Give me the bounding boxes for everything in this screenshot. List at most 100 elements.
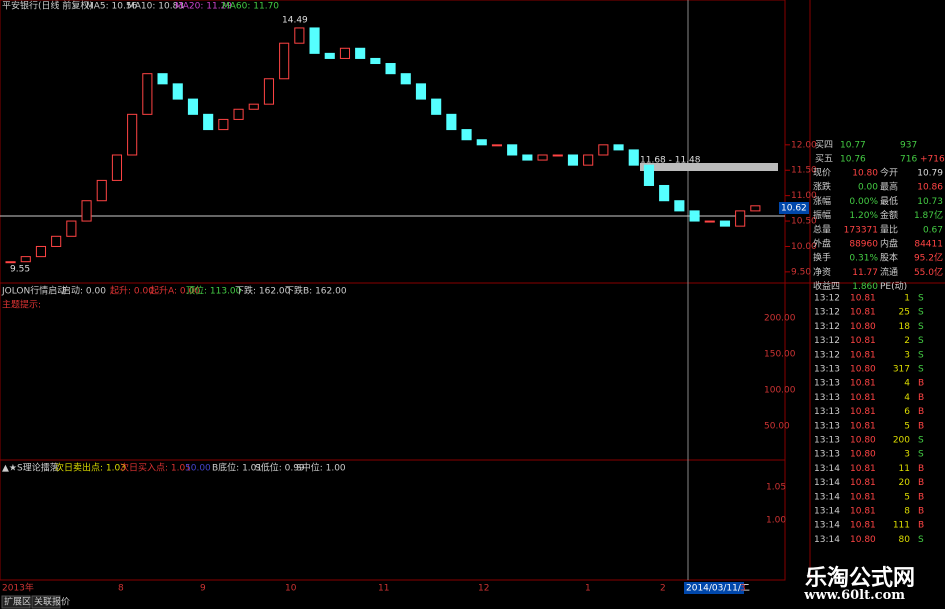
trade-price: 10.80: [850, 322, 876, 332]
annotation: 9.55: [10, 265, 30, 275]
candle: [279, 42, 290, 80]
y-tick-label: 10.50: [791, 217, 817, 227]
trade-price: 10.81: [850, 393, 876, 403]
trade-time: 13:14: [814, 507, 840, 517]
candle: [248, 103, 259, 110]
trade-volume: 317: [893, 365, 910, 375]
y-tick-label: 9.50: [791, 267, 811, 277]
trade-price: 10.81: [850, 464, 876, 474]
trade-side: S: [918, 322, 924, 332]
candle: [583, 154, 594, 166]
trade-side: S: [918, 308, 924, 318]
price-box-label: 10.62: [781, 204, 807, 214]
candle: [370, 57, 381, 65]
candle: [400, 73, 411, 85]
y-tick-label: 100.00: [764, 386, 796, 396]
watermark: 乐淘公式网: [804, 565, 915, 591]
trade-time: 13:12: [814, 308, 840, 318]
candle: [157, 73, 168, 85]
candle: [674, 200, 685, 212]
trade-price: 10.81: [850, 507, 876, 517]
indicator-value: 启动: 0.00: [62, 285, 106, 297]
x-tick-label: 3: [740, 584, 746, 594]
trade-side: S: [918, 436, 924, 446]
quote-cell: 10.79: [917, 169, 943, 179]
candle: [689, 210, 700, 222]
range-bar: [640, 163, 778, 171]
stock-title: 平安银行(日线 前复权): [2, 0, 93, 12]
candle: [5, 261, 16, 264]
candle: [309, 27, 320, 54]
trade-price: 10.81: [850, 379, 876, 389]
trade-time: 13:14: [814, 492, 840, 502]
trade-price: 10.81: [850, 308, 876, 318]
indicator-title: JOLON行情启动: [1, 285, 66, 297]
x-tick-label: 1: [585, 584, 591, 594]
indicator-hint: 主题提示:: [2, 299, 41, 311]
trade-price: 10.80: [850, 450, 876, 460]
trade-time: 13:13: [814, 379, 840, 389]
quote-cell: 收益四: [813, 280, 840, 292]
trade-time: 13:13: [814, 393, 840, 403]
x-tick-label: 8: [118, 584, 124, 594]
candle: [567, 154, 579, 166]
candle: [476, 139, 487, 146]
trade-price: 10.81: [850, 421, 876, 431]
quote-cell: 1.20%: [849, 211, 878, 221]
ma-label: MA20: 11.29: [175, 2, 232, 12]
candle: [507, 144, 518, 156]
trade-side: B: [918, 379, 924, 389]
quote-cell: 1.860: [852, 282, 878, 292]
candle: [81, 200, 92, 222]
quote-cell: 84411: [914, 240, 943, 250]
candle: [704, 220, 715, 223]
quote-cell: 10.76: [840, 155, 866, 165]
trade-side: S: [918, 365, 924, 375]
trade-price: 10.80: [850, 436, 876, 446]
tab-label[interactable]: 关联报价: [34, 596, 70, 608]
indicator-value: 下跌: 162.00: [235, 286, 291, 297]
indicator-value: 起升: 0.00: [110, 286, 154, 297]
frame: [0, 0, 786, 581]
quote-cell: 涨跌: [813, 182, 831, 193]
quote-cell: 88960: [849, 240, 878, 250]
trade-side: B: [918, 492, 924, 502]
trade-volume: 80: [899, 535, 911, 545]
trade-side: S: [918, 535, 924, 545]
candle: [263, 78, 275, 105]
x-tick-label: 2: [660, 584, 666, 594]
candle: [142, 73, 153, 115]
quote-cell: 10.73: [917, 197, 943, 207]
quote-cell: 55.0亿: [914, 266, 943, 278]
indicator-value: 起升A: 0.00: [150, 286, 200, 297]
watermark-url: www.60lt.com: [804, 588, 905, 603]
tab-label[interactable]: 扩展区: [4, 596, 31, 608]
ma-label: MA10: 10.83: [127, 2, 184, 12]
candle: [552, 154, 563, 157]
quote-cell: 量比: [880, 223, 898, 235]
quote-cell: 173371: [844, 225, 878, 235]
quote-cell: 最高: [880, 181, 898, 193]
candle: [339, 47, 351, 59]
indicator-value: B底位: 1.01: [212, 462, 262, 474]
y-tick-label: 11.50: [791, 166, 817, 176]
trade-volume: 18: [899, 322, 911, 332]
trade-side: B: [918, 521, 924, 531]
indicator-value: 次日买入点: 1.01: [120, 462, 191, 474]
trade-time: 13:12: [814, 336, 840, 346]
quote-cell: 今开: [880, 167, 898, 179]
trade-time: 13:14: [814, 464, 840, 474]
indicator-value: 顶位: 113.00: [186, 285, 242, 297]
candle: [218, 118, 229, 131]
y-tick-label: 150.00: [764, 350, 796, 360]
quote-cell: 11.77: [852, 268, 878, 278]
trade-volume: 5: [904, 492, 910, 502]
candle: [491, 144, 503, 147]
candle: [51, 235, 62, 247]
trade-side: B: [918, 393, 924, 403]
tab[interactable]: [1, 595, 31, 609]
candle: [598, 144, 609, 156]
quote-cell: 外盘: [813, 238, 831, 250]
tab[interactable]: [31, 595, 61, 609]
candle: [735, 210, 746, 227]
